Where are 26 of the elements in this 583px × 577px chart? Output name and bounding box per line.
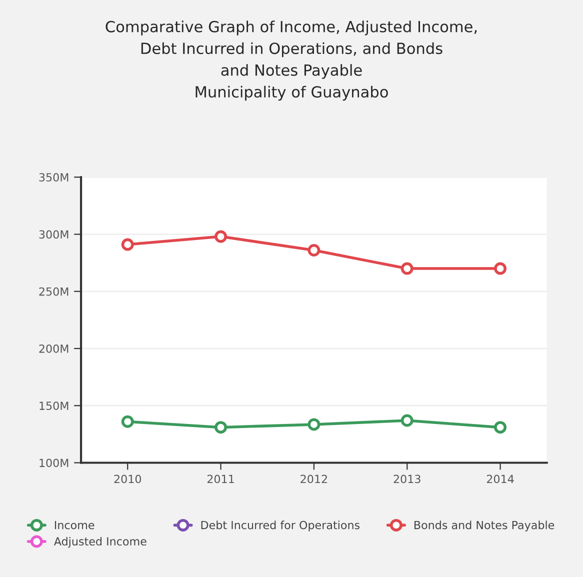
y-tick-label: 100M <box>40 458 68 468</box>
legend-label: Adjusted Income <box>54 536 146 548</box>
legend-label: Income <box>54 520 94 530</box>
x-tick-label: 2011 <box>207 474 234 484</box>
y-tick-label: 200M <box>39 344 68 353</box>
point <box>308 244 320 257</box>
point <box>400 414 414 427</box>
x-tick-label: 2013 <box>394 474 420 484</box>
point <box>214 421 228 434</box>
point <box>121 238 134 251</box>
x-tick-label: 2014 <box>486 474 514 484</box>
point <box>494 421 507 434</box>
x-tick-label: 2010 <box>114 474 142 484</box>
point <box>494 262 507 275</box>
y-tick-label: 350M <box>39 173 68 182</box>
legend-label: Debt Incurred for Operations <box>201 520 360 532</box>
y-tick-label: 250M <box>39 287 68 296</box>
legend-label: Bonds and Notes Payable <box>414 520 554 532</box>
point <box>308 418 320 431</box>
x-tick-label: 2012 <box>300 474 327 484</box>
point <box>121 415 134 428</box>
chart-title: Comparative Graph of Income, Adjusted Income, Debt Incurred in Operations, and Bonds and Notes Payable Municipality of Guaynabo <box>106 20 477 101</box>
y-tick-label: 300M <box>39 230 68 239</box>
y-tick-label: 150M <box>40 402 68 410</box>
point <box>214 230 228 243</box>
point <box>400 262 414 275</box>
